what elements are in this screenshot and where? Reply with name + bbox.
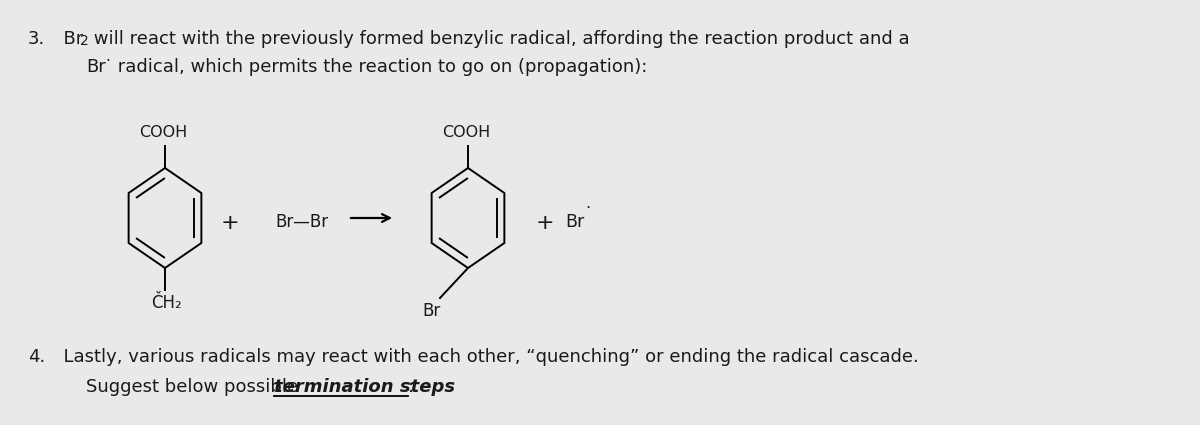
Text: radical, which permits the reaction to go on (propagation):: radical, which permits the reaction to g… <box>112 58 647 76</box>
Text: will react with the previously formed benzylic radical, affording the reaction p: will react with the previously formed be… <box>88 30 910 48</box>
Text: +: + <box>535 213 554 233</box>
Text: Br: Br <box>565 213 584 231</box>
Text: Br—Br: Br—Br <box>275 213 328 231</box>
Text: 4.: 4. <box>28 348 46 366</box>
Text: :: : <box>408 378 414 396</box>
Text: Lastly, various radicals may react with each other, “quenching” or ending the ra: Lastly, various radicals may react with … <box>52 348 919 366</box>
Text: ·: · <box>106 54 110 69</box>
Text: COOH: COOH <box>442 125 490 140</box>
Text: Suggest below possible: Suggest below possible <box>86 378 304 396</box>
Text: ·: · <box>586 201 590 215</box>
Text: +: + <box>221 213 239 233</box>
Text: COOH: COOH <box>139 125 187 140</box>
Text: termination steps: termination steps <box>274 378 455 396</box>
Text: ČH₂: ČH₂ <box>151 294 181 312</box>
Text: Br: Br <box>52 30 83 48</box>
Text: Br: Br <box>422 302 440 320</box>
Text: 3.: 3. <box>28 30 46 48</box>
Text: Br: Br <box>86 58 106 76</box>
Text: 2: 2 <box>80 34 89 48</box>
